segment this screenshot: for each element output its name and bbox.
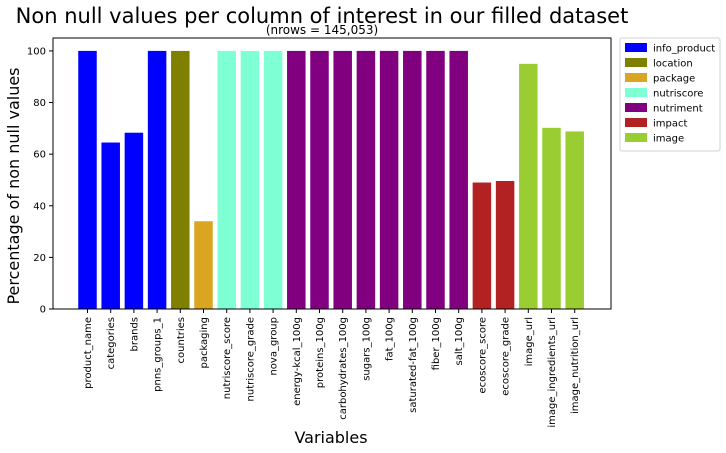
legend-swatch-nutriment bbox=[625, 103, 647, 112]
bar-brands bbox=[124, 132, 144, 309]
y-tick-label-60: 60 bbox=[33, 150, 46, 161]
legend-label-info_product: info_product bbox=[653, 44, 715, 55]
legend-swatch-location bbox=[625, 58, 647, 67]
chart-title: Non null values per column of interest i… bbox=[15, 4, 629, 28]
legend-swatch-package bbox=[625, 73, 647, 82]
bar-packaging bbox=[194, 221, 213, 309]
y-axis: 0 20 40 60 80 100 bbox=[27, 46, 53, 316]
x-tick-label-pnns_groups_1: pnns_groups_1 bbox=[153, 317, 164, 392]
x-tick-label-carbohydrates_100g: carbohydrates_100g bbox=[338, 317, 349, 420]
x-axis-label: Variables bbox=[294, 428, 367, 447]
y-tick-label-0: 0 bbox=[40, 305, 46, 316]
x-tick-label-energy-kcal_100g: energy-kcal_100g bbox=[292, 317, 303, 406]
legend-swatch-nutriscore bbox=[625, 88, 647, 97]
y-tick-label-80: 80 bbox=[33, 98, 46, 109]
y-tick-label-100: 100 bbox=[27, 46, 46, 57]
bar-ecoscore_grade bbox=[495, 180, 515, 309]
legend: info_product location package nutriscore nut… bbox=[619, 37, 721, 152]
bar-countries bbox=[171, 50, 190, 310]
bar-saturated-fat_100g bbox=[403, 50, 422, 310]
x-tick-label-saturated-fat_100g: saturated-fat_100g bbox=[408, 317, 419, 413]
bar-image_url bbox=[519, 63, 538, 309]
plot-frame bbox=[52, 37, 612, 310]
plot-area bbox=[52, 37, 612, 310]
legend-label-location: location bbox=[653, 59, 693, 70]
bar-nutriscore_score bbox=[217, 50, 236, 310]
x-tick-label-nutriscore_grade: nutriscore_grade bbox=[245, 317, 256, 401]
x-tick-label-categories: categories bbox=[106, 317, 117, 369]
bar-ecoscore_score bbox=[472, 182, 492, 309]
x-tick-label-image_nutrition_url: image_nutrition_url bbox=[570, 317, 581, 414]
x-tick-label-packaging: packaging bbox=[199, 317, 210, 369]
x-tick-label-sugars_100g: sugars_100g bbox=[361, 317, 372, 381]
x-tick-label-proteins_100g: proteins_100g bbox=[315, 317, 326, 388]
x-tick-label-ecoscore_score: ecoscore_score bbox=[477, 317, 488, 394]
bar-pnns_groups_1 bbox=[147, 50, 167, 310]
x-tick-label-nutriscore_score: nutriscore_score bbox=[222, 317, 233, 399]
x-tick-label-ecoscore_grade: ecoscore_grade bbox=[501, 317, 512, 396]
legend-label-package: package bbox=[653, 74, 695, 85]
bar-energy-kcal_100g bbox=[287, 50, 306, 310]
chart-subtitle: (nrows = 145,053) bbox=[265, 23, 379, 37]
bar-categories bbox=[101, 142, 120, 309]
bar-nova_group bbox=[263, 50, 283, 310]
legend-label-impact: impact bbox=[653, 119, 687, 130]
bar-nutriscore_grade bbox=[240, 50, 260, 310]
x-tick-label-brands: brands bbox=[129, 317, 140, 351]
bar-fat_100g bbox=[379, 50, 399, 310]
legend-label-nutriment: nutriment bbox=[653, 104, 703, 115]
bar-carbohydrates_100g bbox=[333, 50, 352, 310]
bar-proteins_100g bbox=[310, 50, 329, 310]
x-tick-label-salt_100g: salt_100g bbox=[454, 317, 465, 365]
x-tick-label-fiber_100g: fiber_100g bbox=[431, 317, 442, 370]
x-tick-label-fat_100g: fat_100g bbox=[385, 317, 396, 361]
legend-swatch-impact bbox=[625, 118, 647, 127]
x-tick-label-image_ingredients_url: image_ingredients_url bbox=[547, 317, 558, 428]
legend-label-nutriscore: nutriscore bbox=[653, 89, 703, 100]
x-tick-label-product_name: product_name bbox=[83, 317, 94, 389]
bar-product_name bbox=[78, 50, 97, 310]
bar-salt_100g bbox=[449, 50, 468, 310]
bar-image_ingredients_url bbox=[542, 127, 561, 310]
y-axis-label: Percentage of non null values bbox=[4, 67, 23, 304]
bar-sugars_100g bbox=[356, 50, 376, 310]
y-tick-label-40: 40 bbox=[33, 201, 46, 212]
x-tick-label-image_url: image_url bbox=[524, 317, 535, 366]
legend-swatch-info_product bbox=[625, 43, 647, 52]
bar-fiber_100g bbox=[426, 50, 445, 310]
bar-image_nutrition_url bbox=[565, 131, 584, 309]
x-tick-label-nova_group: nova_group bbox=[269, 317, 280, 376]
y-tick-label-20: 20 bbox=[33, 253, 46, 264]
x-tick-label-countries: countries bbox=[176, 317, 187, 363]
legend-label-image: image bbox=[653, 134, 684, 145]
x-axis: product_name categories brands pnns_groups_… bbox=[83, 309, 581, 428]
legend-swatch-image bbox=[625, 133, 647, 142]
